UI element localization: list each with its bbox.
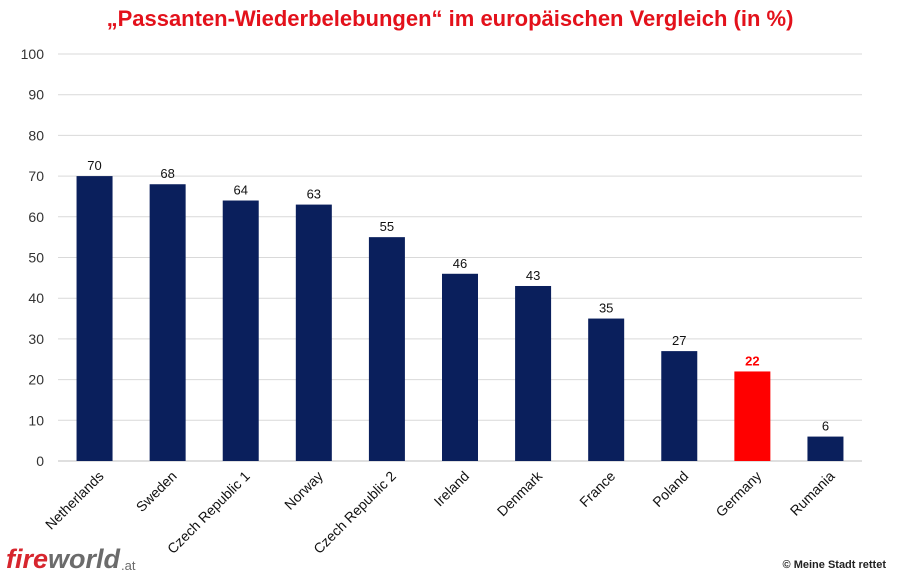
bar	[734, 371, 771, 461]
y-tick-label: 70	[28, 168, 44, 184]
chart-title: „Passanten-Wiederbelebungen“ im europäis…	[106, 6, 794, 31]
x-tick-label: Ireland	[431, 468, 473, 510]
y-tick-label: 90	[28, 87, 44, 103]
logo-world-text: world	[48, 543, 121, 574]
data-label: 46	[453, 256, 467, 271]
data-label: 6	[822, 419, 829, 434]
data-label: 63	[307, 187, 321, 202]
y-tick-label: 50	[28, 250, 44, 266]
data-label: 64	[233, 183, 247, 198]
bar	[149, 184, 186, 462]
x-tick-label: France	[576, 468, 618, 510]
data-label: 35	[599, 301, 613, 316]
y-tick-label: 30	[28, 331, 44, 347]
logo-fire-text: fire	[6, 543, 49, 574]
x-tick-label: Rumania	[787, 468, 838, 519]
bar	[76, 176, 113, 461]
x-tick-label: Netherlands	[42, 468, 107, 533]
copyright-notice: © Meine Stadt rettet	[782, 559, 886, 571]
data-label: 22	[745, 353, 759, 368]
y-tick-label: 40	[28, 290, 44, 306]
bar	[222, 200, 259, 461]
data-label: 55	[380, 219, 394, 234]
bar	[807, 436, 844, 461]
x-tick-label: Sweden	[133, 468, 180, 515]
y-tick-label: 100	[21, 46, 45, 62]
y-tick-label: 0	[36, 453, 44, 469]
bar	[442, 273, 478, 461]
bar	[588, 318, 625, 461]
y-tick-label: 80	[28, 127, 44, 143]
data-label: 68	[160, 166, 174, 181]
x-tick-label: Poland	[649, 468, 691, 510]
bars	[76, 176, 844, 462]
data-labels: 70 68 64 63 55 46 43 35 27 22 6	[87, 158, 829, 433]
x-tick-label: Norway	[281, 468, 326, 513]
x-tick-label: Germany	[712, 468, 764, 520]
y-tick-label: 20	[28, 372, 44, 388]
data-label: 27	[672, 333, 686, 348]
bar	[661, 351, 698, 461]
y-axis-ticks: 0 10 20 30 40 50 60 70 80 90 100	[21, 46, 45, 469]
logo-tld-text: .at	[121, 557, 136, 573]
bar	[515, 285, 552, 461]
y-tick-label: 10	[28, 412, 44, 428]
y-tick-label: 60	[28, 209, 44, 225]
x-tick-label: Denmark	[494, 467, 546, 519]
bar	[368, 237, 405, 461]
data-label: 70	[87, 158, 101, 173]
bar	[295, 204, 332, 461]
data-label: 43	[526, 268, 540, 283]
fireworld-logo: fire world .at	[6, 542, 136, 576]
